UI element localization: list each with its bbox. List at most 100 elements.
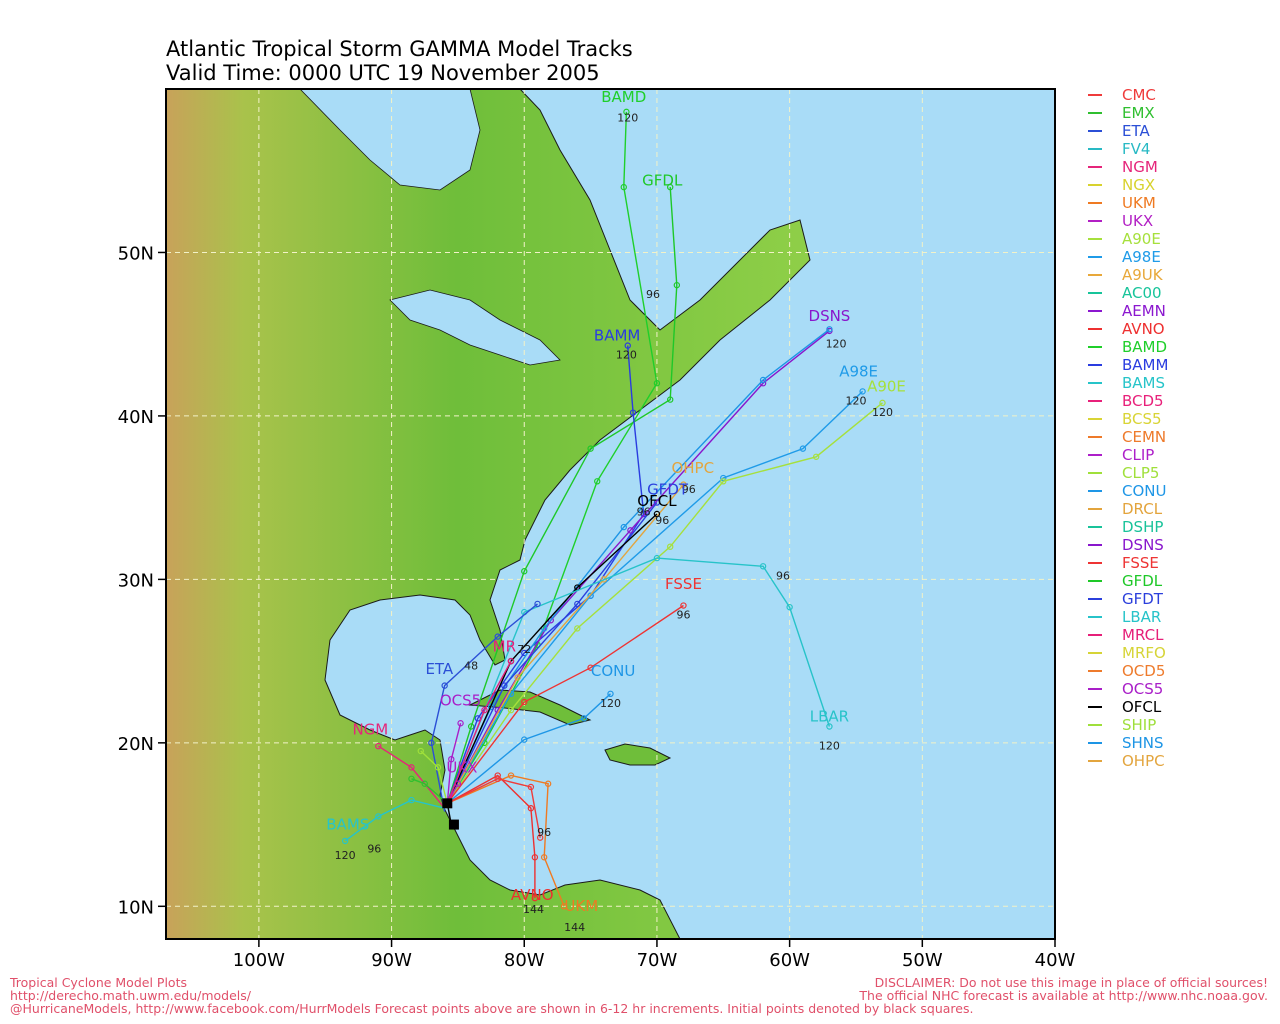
legend-item-mrcl: MRCL bbox=[1088, 626, 1278, 644]
forecast-point bbox=[667, 183, 674, 191]
forecast-point bbox=[494, 633, 501, 640]
legend-item-bcs5: BCS5 bbox=[1088, 410, 1278, 428]
track-line bbox=[446, 187, 678, 804]
track-ngm: NGM bbox=[352, 721, 446, 809]
track-line bbox=[377, 745, 446, 809]
forecast-point bbox=[507, 706, 515, 714]
forecast-point bbox=[667, 396, 674, 403]
track-label: ETA bbox=[425, 660, 453, 678]
tau-label: 96 bbox=[367, 842, 381, 855]
legend-label: AC00 bbox=[1122, 284, 1162, 302]
footer-credits: Tropical Cyclone Model Plots http://derec… bbox=[10, 976, 973, 1015]
forecast-point bbox=[540, 854, 548, 861]
legend-label: BCS5 bbox=[1122, 410, 1162, 428]
legend-swatch bbox=[1088, 346, 1102, 348]
track-emx bbox=[408, 775, 448, 804]
legend-swatch bbox=[1088, 454, 1102, 456]
forecast-point bbox=[521, 698, 528, 706]
track-line bbox=[411, 778, 448, 804]
track-label: MR bbox=[493, 637, 516, 655]
legend-item-ocs5: OCS5 bbox=[1088, 680, 1278, 698]
forecast-point bbox=[531, 894, 539, 902]
track-line bbox=[447, 774, 565, 907]
tau-label: 120 bbox=[335, 849, 356, 862]
forecast-point bbox=[574, 600, 581, 608]
legend-item-a90e: A90E bbox=[1088, 230, 1278, 248]
track-line bbox=[446, 693, 611, 804]
legend-label: UKM bbox=[1122, 194, 1156, 212]
legend-label: CMC bbox=[1122, 86, 1156, 104]
legend-swatch bbox=[1088, 310, 1102, 312]
forecast-point bbox=[521, 736, 528, 743]
forecast-point bbox=[720, 478, 727, 485]
forecast-point bbox=[574, 625, 581, 632]
legend-label: EMX bbox=[1122, 104, 1155, 122]
legend-label: CLIP bbox=[1122, 446, 1155, 464]
legend-item-ac00: AC00 bbox=[1088, 284, 1278, 302]
tau-label: 120 bbox=[845, 394, 866, 407]
legend-swatch bbox=[1088, 202, 1102, 204]
lon-tick-label: 50W bbox=[902, 950, 943, 971]
track-clp5 bbox=[417, 747, 448, 804]
forecast-point bbox=[467, 723, 475, 730]
track-line bbox=[446, 557, 831, 804]
track-line bbox=[446, 723, 462, 804]
tau-label: 72 bbox=[517, 643, 531, 656]
legend-swatch bbox=[1088, 400, 1102, 402]
legend-label: GFDL bbox=[1122, 572, 1163, 590]
track-fsse: FSSE 96 bbox=[446, 575, 702, 804]
forecast-point bbox=[799, 445, 807, 452]
forecast-point bbox=[408, 775, 415, 783]
legend-swatch bbox=[1088, 364, 1102, 366]
legend-item-cemn: CEMN bbox=[1088, 428, 1278, 446]
footer-right-line: DISCLAIMER: Do not use this image in pla… bbox=[874, 975, 1268, 990]
lon-tick-label: 90W bbox=[371, 950, 412, 971]
forecast-point bbox=[587, 445, 594, 452]
hudson-bay bbox=[299, 89, 481, 191]
track-bams: BAMS 120 96 bbox=[326, 796, 445, 862]
legend-label: MRCL bbox=[1122, 626, 1164, 644]
forecast-point bbox=[536, 834, 544, 841]
legend-swatch bbox=[1088, 508, 1102, 510]
tau-label: 120 bbox=[826, 337, 847, 350]
legend-swatch bbox=[1088, 166, 1102, 168]
great-lakes bbox=[389, 289, 561, 366]
forecast-point bbox=[859, 388, 866, 395]
legend-label: SHIP bbox=[1122, 716, 1157, 734]
legend-item-ukx: UKX bbox=[1088, 212, 1278, 230]
legend-label: ETA bbox=[1122, 122, 1150, 140]
map-title: Atlantic Tropical Storm GAMMA Model Trac… bbox=[166, 37, 633, 61]
legend-label: OFCL bbox=[1122, 698, 1162, 716]
legend-swatch bbox=[1088, 634, 1102, 636]
legend-item-shns: SHNS bbox=[1088, 734, 1278, 752]
forecast-point bbox=[673, 281, 681, 289]
tau-label: 96 bbox=[682, 483, 696, 496]
track-lbar: LBAR 96 120 bbox=[446, 554, 849, 804]
model-tracks: BAMD120GFDL96BAMM120DSNS120A98E120A90E12… bbox=[326, 89, 906, 934]
legend-swatch bbox=[1088, 436, 1102, 438]
legend-label: CEMN bbox=[1122, 428, 1167, 446]
tau-label: 48 bbox=[464, 659, 478, 672]
track-line bbox=[446, 502, 658, 804]
legend-label: BAMM bbox=[1122, 356, 1169, 374]
forecast-point bbox=[341, 837, 349, 845]
forecast-point bbox=[786, 603, 793, 611]
legend-label: AVNO bbox=[1122, 320, 1165, 338]
lon-tick-label: 60W bbox=[769, 950, 810, 971]
legend-swatch bbox=[1088, 616, 1102, 618]
forecast-point bbox=[531, 854, 539, 861]
forecast-point bbox=[812, 453, 820, 460]
legend-item-ship: SHIP bbox=[1088, 716, 1278, 734]
footer-right-line: The official NHC forecast is available a… bbox=[859, 988, 1268, 1003]
map-frame bbox=[165, 88, 1056, 940]
track-bamd: BAMD 120 bbox=[446, 89, 661, 804]
north-america-land bbox=[166, 89, 811, 939]
legend-swatch bbox=[1088, 328, 1102, 330]
legend-swatch bbox=[1088, 382, 1102, 384]
tau-label: 120 bbox=[616, 349, 637, 362]
legend-label: BAMD bbox=[1122, 338, 1168, 356]
track-line bbox=[446, 111, 658, 804]
forecast-point bbox=[620, 183, 627, 191]
track-line bbox=[420, 750, 448, 804]
lat-tick-label: 20N bbox=[118, 734, 154, 755]
